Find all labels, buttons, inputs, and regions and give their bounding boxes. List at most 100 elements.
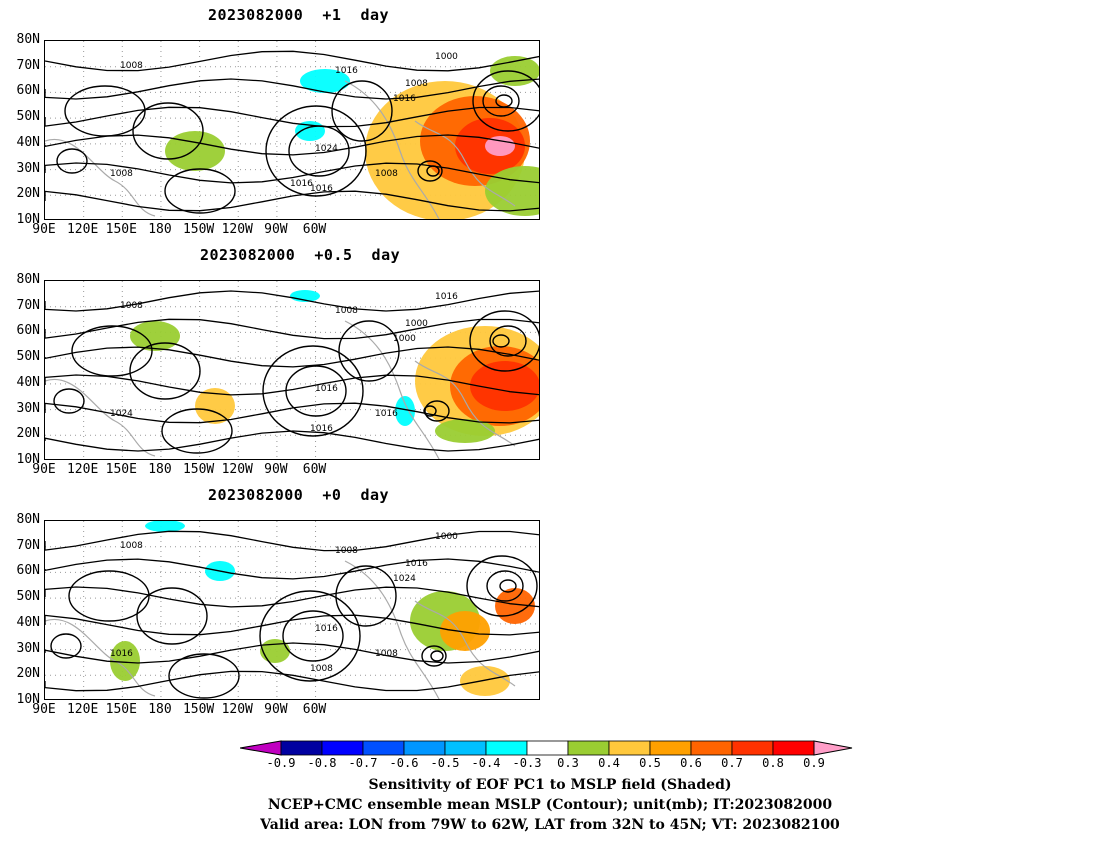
panel-3-title: 2023082000 +0 day bbox=[208, 486, 390, 504]
colorbar-swatch bbox=[608, 740, 651, 756]
lon-label: 180 bbox=[148, 222, 172, 237]
lon-label: 120E bbox=[66, 702, 99, 717]
colorbar-swatch bbox=[649, 740, 692, 756]
contour-label: 1008 bbox=[120, 301, 143, 311]
colorbar-label: -0.8 bbox=[307, 756, 337, 770]
colorbar-label: 0.3 bbox=[557, 756, 579, 770]
contour-label: 1024 bbox=[315, 144, 338, 154]
colorbar-label: 0.5 bbox=[639, 756, 661, 770]
colorbar-label: 0.6 bbox=[680, 756, 702, 770]
lat-label: 50N bbox=[16, 349, 40, 365]
contour-label: 1008 bbox=[310, 664, 333, 674]
colorbar-label: 0.8 bbox=[762, 756, 784, 770]
contour-label: 1000 bbox=[405, 319, 428, 329]
lat-label: 70N bbox=[16, 537, 40, 553]
contour-label: 1016 bbox=[393, 94, 416, 104]
colorbar bbox=[240, 740, 853, 756]
colorbar-swatch bbox=[690, 740, 733, 756]
colorbar-left-arrow bbox=[240, 740, 282, 756]
lat-label: 40N bbox=[16, 614, 40, 630]
lon-label: 120E bbox=[66, 462, 99, 477]
colorbar-label: 0.9 bbox=[803, 756, 825, 770]
contour-label: 1024 bbox=[110, 409, 133, 419]
colorbar-label: -0.7 bbox=[348, 756, 378, 770]
contour-label: 1016 bbox=[315, 624, 338, 634]
lat-label: 70N bbox=[16, 57, 40, 73]
colorbar-swatch bbox=[444, 740, 487, 756]
colorbar-label: -0.5 bbox=[430, 756, 460, 770]
lat-label: 10N bbox=[16, 212, 40, 227]
lon-label: 90W bbox=[264, 222, 288, 237]
lon-label: 120W bbox=[221, 222, 253, 237]
caption-contour: NCEP+CMC ensemble mean MSLP (Contour); u… bbox=[267, 797, 833, 813]
map-panel-1: 1008 1016 1008 1000 1016 1016 1024 1008 1008 1016 bbox=[44, 40, 540, 220]
lon-label: 150W bbox=[182, 462, 215, 477]
map-panel-3: 1008 1008 1016 1000 1024 1008 1016 1016 1008 bbox=[44, 520, 540, 700]
caption-valid-area: Valid area: LON from 79W to 62W, LAT fro… bbox=[260, 817, 840, 833]
contour-label: 1016 bbox=[290, 179, 313, 189]
colorbar-swatch bbox=[567, 740, 610, 756]
lon-label: 60W bbox=[302, 462, 327, 477]
lat-label: 60N bbox=[16, 83, 40, 99]
lat-label: 70N bbox=[16, 297, 40, 313]
contour-label: 1008 bbox=[335, 546, 358, 556]
colorbar-swatch bbox=[485, 740, 528, 756]
contour-label: 1008 bbox=[110, 169, 133, 179]
lon-label: 90W bbox=[264, 702, 288, 717]
colorbar-label: 0.4 bbox=[598, 756, 620, 770]
colorbar-label: -0.4 bbox=[471, 756, 501, 770]
lon-label: 150W bbox=[182, 222, 215, 237]
contour-label: 1008 bbox=[405, 79, 428, 89]
lat-label: 20N bbox=[16, 186, 40, 202]
colorbar-swatch bbox=[731, 740, 774, 756]
lat-label: 30N bbox=[16, 160, 40, 176]
contour-label: 1008 bbox=[120, 61, 143, 71]
contour-label: 1008 bbox=[375, 649, 398, 659]
lon-label: 60W bbox=[302, 702, 327, 717]
lon-label: 90E bbox=[32, 222, 56, 237]
lat-label: 80N bbox=[16, 512, 40, 527]
lat-label: 50N bbox=[16, 589, 40, 605]
lat-label: 50N bbox=[16, 109, 40, 125]
colorbar-swatch bbox=[403, 740, 446, 756]
lat-label: 20N bbox=[16, 666, 40, 682]
lon-label: 90E bbox=[32, 702, 56, 717]
contour-label: 1000 bbox=[393, 334, 416, 344]
contour-label: 1016 bbox=[310, 424, 333, 434]
lon-label: 120W bbox=[221, 462, 253, 477]
caption-shading: Sensitivity of EOF PC1 to MSLP field (Sh… bbox=[368, 777, 732, 793]
lat-label: 40N bbox=[16, 374, 40, 390]
lon-label: 60W bbox=[302, 222, 327, 237]
lon-label: 90W bbox=[264, 462, 288, 477]
panel-2-title: 2023082000 +0.5 day bbox=[200, 246, 401, 264]
contour-label: 1016 bbox=[315, 384, 338, 394]
contour-label: 1016 bbox=[110, 649, 133, 659]
lat-label: 60N bbox=[16, 563, 40, 579]
lon-label: 150E bbox=[105, 462, 137, 477]
colorbar-swatch bbox=[321, 740, 364, 756]
panel-1-title: 2023082000 +1 day bbox=[208, 6, 390, 24]
lon-label: 150W bbox=[182, 702, 215, 717]
colorbar-swatch bbox=[526, 740, 569, 756]
lat-label: 80N bbox=[16, 272, 40, 287]
contour-label: 1008 bbox=[120, 541, 143, 551]
contour-label: 1016 bbox=[335, 66, 358, 76]
lat-label: 30N bbox=[16, 640, 40, 656]
colorbar-swatch bbox=[362, 740, 405, 756]
colorbar-swatch bbox=[772, 740, 815, 756]
colorbar-label: -0.3 bbox=[512, 756, 542, 770]
lon-label: 150E bbox=[105, 222, 137, 237]
colorbar-label: -0.9 bbox=[266, 756, 296, 770]
lon-label: 90E bbox=[32, 462, 56, 477]
lat-label: 80N bbox=[16, 32, 40, 47]
contour-label: 1016 bbox=[310, 184, 333, 194]
contour-label: 1016 bbox=[435, 292, 458, 302]
lon-label: 180 bbox=[148, 462, 172, 477]
lon-label: 120E bbox=[66, 222, 99, 237]
colorbar-label: -0.6 bbox=[389, 756, 419, 770]
lat-label: 40N bbox=[16, 134, 40, 150]
lat-label: 60N bbox=[16, 323, 40, 339]
contour-label: 1016 bbox=[405, 559, 428, 569]
colorbar-swatch bbox=[280, 740, 323, 756]
lon-label: 150E bbox=[105, 702, 137, 717]
